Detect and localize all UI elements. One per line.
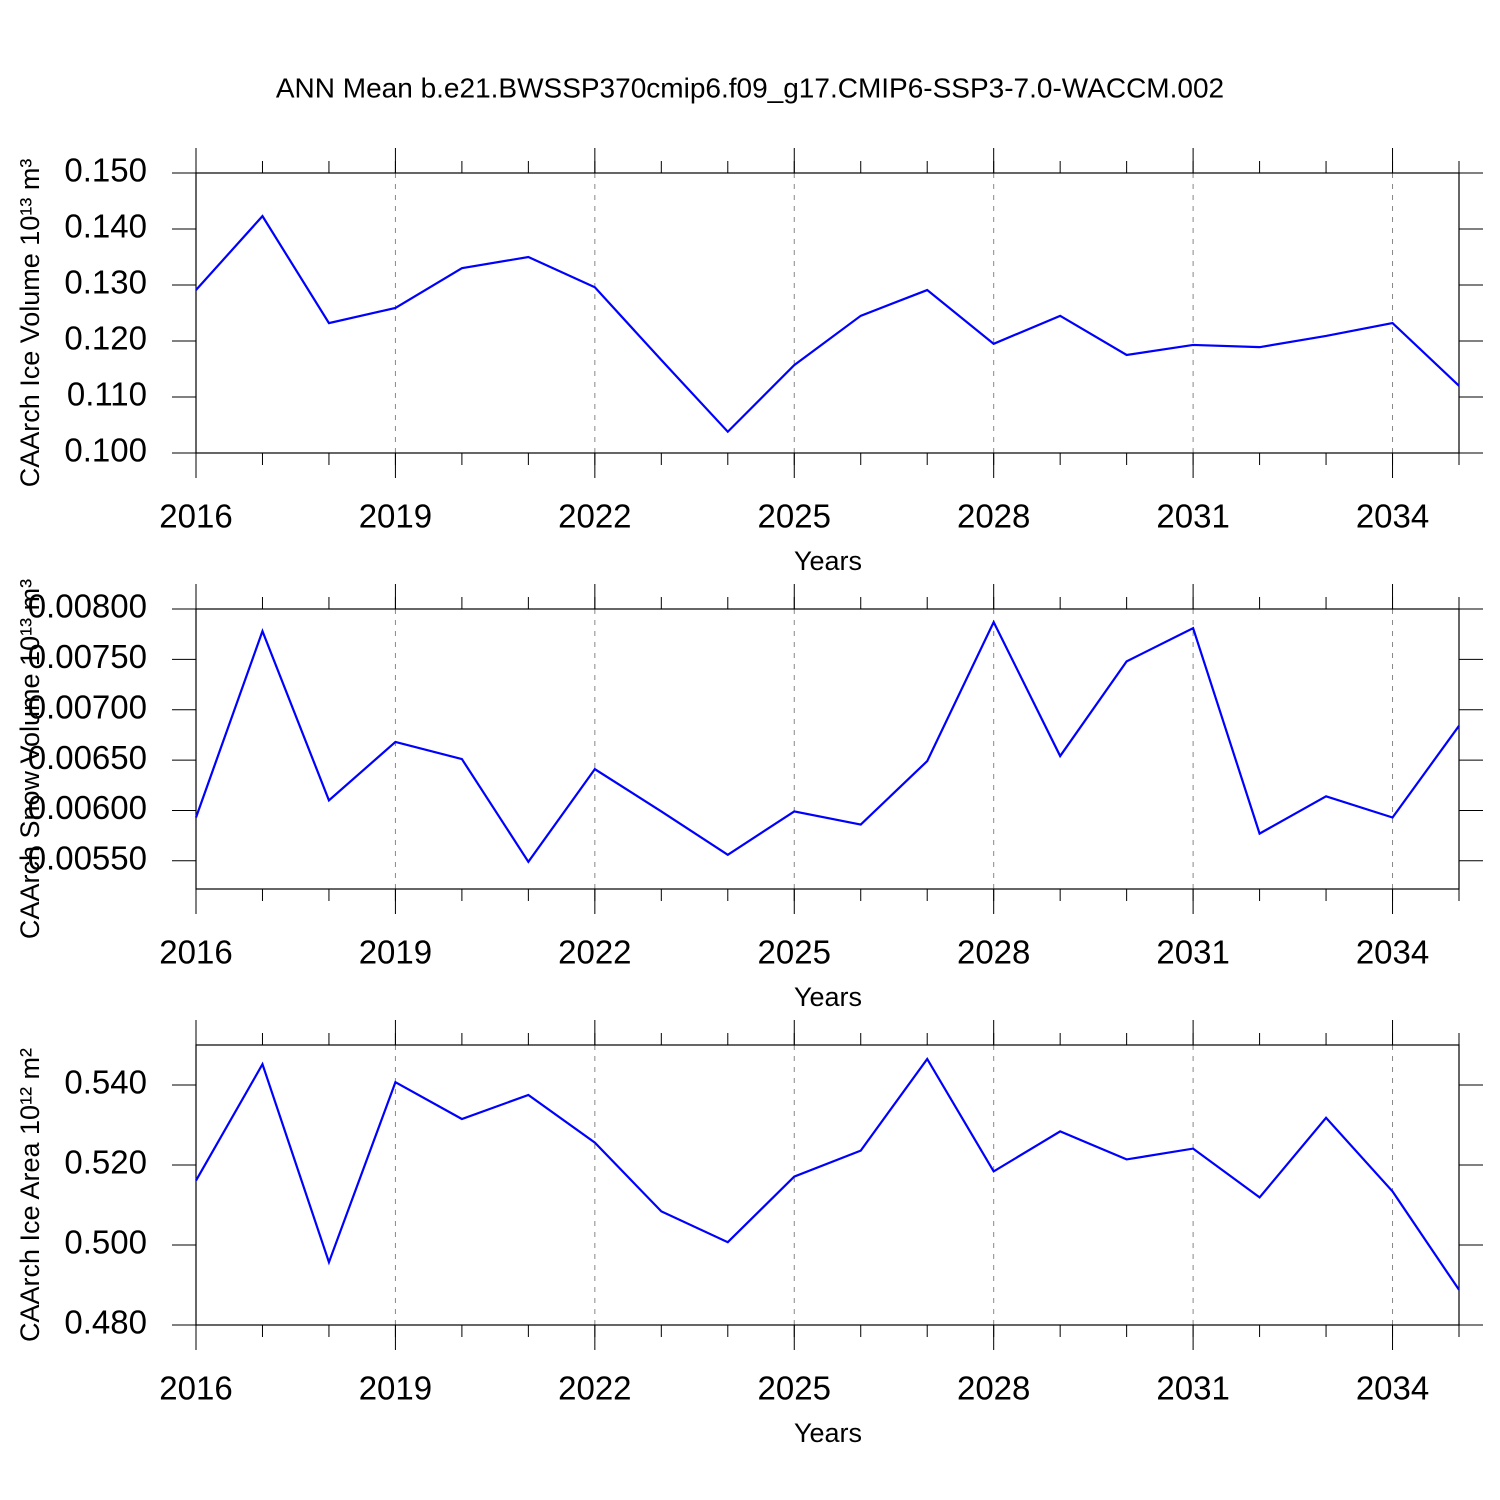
x-tick-label: 2028: [957, 934, 1030, 971]
y-tick-label: 0.00600: [28, 789, 147, 826]
y-tick-label: 0.540: [64, 1064, 147, 1101]
x-tick-label: 2031: [1156, 934, 1229, 971]
x-tick-label: 2025: [758, 934, 831, 971]
x-tick-label: 2031: [1156, 498, 1229, 535]
y-axis-label: CAArch Ice Volume 10¹³ m³: [15, 159, 45, 488]
x-tick-label: 2031: [1156, 1370, 1229, 1407]
y-tick-label: 0.130: [64, 264, 147, 301]
y-tick-label: 0.150: [64, 152, 147, 189]
plot-frame: [195, 608, 1460, 890]
y-tick-label: 0.00800: [28, 588, 147, 625]
plot-frame: [195, 1044, 1460, 1326]
x-tick-label: 2025: [758, 1370, 831, 1407]
data-line: [195, 1056, 1460, 1291]
x-axis-label: Years: [794, 1418, 862, 1448]
x-tick-label: 2022: [558, 498, 631, 535]
y-tick-label: 0.00550: [28, 840, 147, 877]
x-tick-label: 2028: [957, 498, 1030, 535]
x-tick-label: 2025: [758, 498, 831, 535]
y-axis-label: CAArch Snow Volume 10¹³ m³: [15, 579, 45, 939]
y-tick-label: 0.520: [64, 1144, 147, 1181]
y-tick-label: 0.140: [64, 208, 147, 245]
y-tick-label: 0.00650: [28, 739, 147, 776]
y-tick-label: 0.110: [67, 376, 147, 413]
x-tick-label: 2034: [1356, 498, 1429, 535]
x-axis-label: Years: [794, 982, 862, 1012]
y-tick-label: 0.00700: [28, 688, 147, 725]
x-axis-label: Years: [794, 546, 862, 576]
data-line: [194, 619, 1460, 864]
y-tick-label: 0.500: [64, 1224, 147, 1261]
y-axis-label: CAArch Ice Area 10¹² m²: [15, 1048, 45, 1342]
x-tick-label: 2022: [558, 934, 631, 971]
x-tick-label: 2034: [1356, 1370, 1429, 1407]
x-tick-label: 2019: [359, 934, 432, 971]
x-tick-label: 2022: [558, 1370, 631, 1407]
chart-title: ANN Mean b.e21.BWSSP370cmip6.f09_g17.CMI…: [276, 72, 1224, 103]
plot-frame: [195, 172, 1460, 454]
x-tick-label: 2019: [359, 1370, 432, 1407]
x-tick-label: 2028: [957, 1370, 1030, 1407]
data-line: [195, 214, 1460, 434]
y-tick-label: 0.120: [64, 320, 147, 357]
y-tick-label: 0.00750: [28, 638, 147, 675]
y-tick-label: 0.100: [64, 432, 147, 469]
x-tick-label: 2016: [159, 498, 232, 535]
x-tick-label: 2034: [1356, 934, 1429, 971]
x-tick-label: 2019: [359, 498, 432, 535]
x-tick-label: 2016: [159, 934, 232, 971]
y-tick-label: 0.480: [64, 1304, 147, 1341]
x-tick-label: 2016: [159, 1370, 232, 1407]
